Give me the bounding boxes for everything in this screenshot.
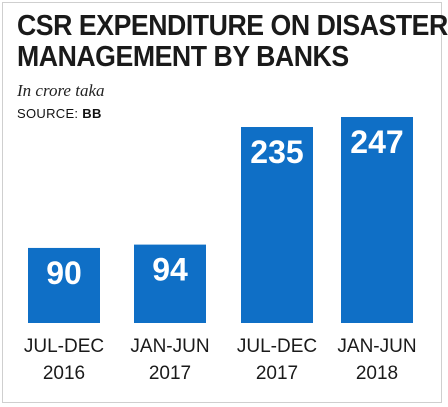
category-label-4-period: JAN-JUN xyxy=(337,336,416,357)
category-label-3-period: JUL-DEC xyxy=(237,336,317,357)
bar-value-label-2: 94 xyxy=(152,252,188,288)
chart-title-text: CSR EXPENDITURE ON DISASTER MANAGEMENT BY… xyxy=(17,10,448,73)
source-value: BB xyxy=(82,106,102,121)
bar-2 xyxy=(134,244,206,323)
bar-4 xyxy=(341,117,413,323)
category-label-2-period: JAN-JUN xyxy=(130,336,209,357)
bar-value-label-3: 235 xyxy=(250,134,303,170)
bar-3 xyxy=(241,127,313,324)
chart-title: CSR EXPENDITURE ON DISASTER MANAGEMENT BY… xyxy=(17,10,448,73)
category-label-2-year: 2017 xyxy=(149,363,191,384)
category-label-4-year: 2018 xyxy=(356,363,398,384)
category-label-1-year: 2016 xyxy=(43,363,85,384)
chart-subtitle: In crore taka xyxy=(17,81,105,100)
bar-1 xyxy=(28,247,100,323)
category-label-3-year: 2017 xyxy=(256,363,298,384)
chart-source: SOURCE: BB xyxy=(17,106,102,121)
bar-value-label-1: 90 xyxy=(46,255,82,291)
category-label-1-period: JUL-DEC xyxy=(24,336,104,357)
bar-value-label-4: 247 xyxy=(350,124,403,160)
source-label: SOURCE: xyxy=(17,106,79,121)
